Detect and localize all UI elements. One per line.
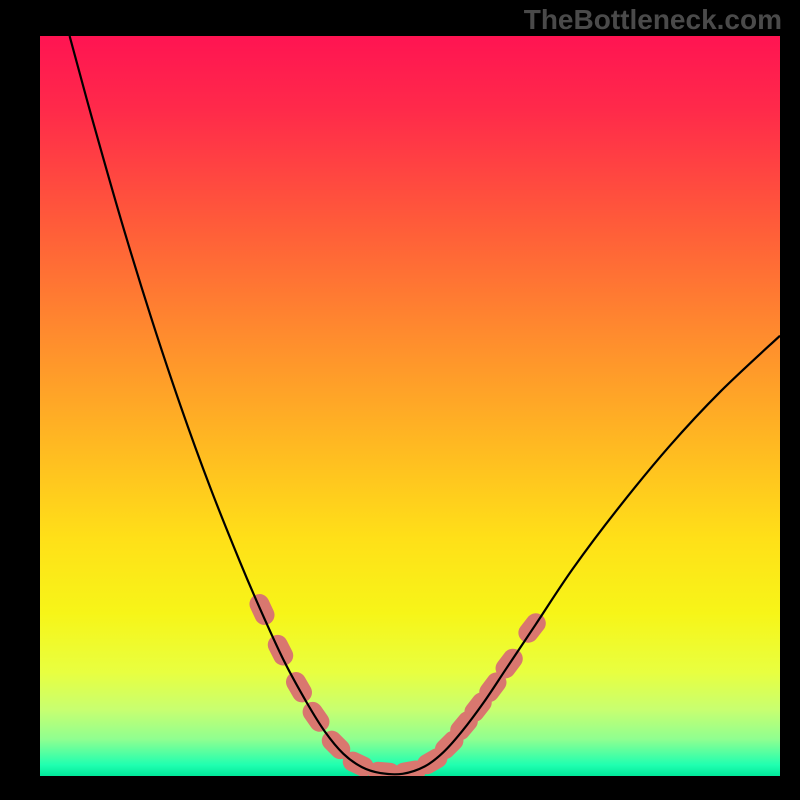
curve-marker: [246, 591, 278, 628]
watermark-text: TheBottleneck.com: [524, 4, 782, 36]
plot-area: [40, 36, 780, 776]
chart-svg: [40, 36, 780, 776]
bottleneck-curve: [70, 36, 780, 774]
markers-group: [246, 591, 550, 776]
curve-marker: [264, 631, 296, 669]
chart-container: TheBottleneck.com: [0, 0, 800, 800]
